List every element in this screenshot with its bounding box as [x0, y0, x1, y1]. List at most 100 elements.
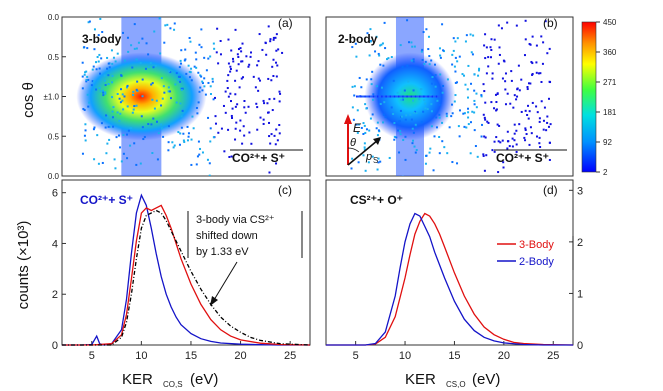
heatmap-pixel [525, 133, 528, 136]
inset-momentum-label: p [365, 151, 372, 163]
heatmap-pixel [501, 139, 504, 142]
heatmap-pixel [365, 107, 368, 110]
heatmap-pixel [153, 30, 156, 33]
heatmap-pixel [456, 37, 459, 40]
heatmap-pixel [240, 77, 243, 80]
heatmap-pixel [431, 76, 434, 79]
heatmap-pixel [234, 93, 237, 96]
heatmap-pixel [179, 132, 182, 135]
heatmap-pixel [179, 80, 182, 83]
heatmap-pixel [81, 61, 84, 64]
panel-c-xlabel-unit: (eV) [190, 371, 218, 388]
heatmap-pixel [91, 68, 94, 71]
heatmap-pixel [198, 43, 201, 46]
heatmap-pixel [510, 70, 513, 73]
heatmap-pixel [105, 114, 108, 117]
heatmap-pixel [88, 20, 91, 23]
heatmap-pixel [523, 136, 526, 139]
heatmap-pixel [190, 138, 193, 141]
heatmap-pixel [199, 147, 202, 150]
heatmap-pixel [376, 121, 379, 124]
heatmap-pixel [200, 75, 203, 78]
heatmap-pixel [211, 80, 214, 83]
heatmap-pixel [187, 64, 190, 67]
heatmap-pixel [542, 41, 545, 44]
heatmap-pixel [451, 63, 454, 66]
heatmap-streak [392, 95, 395, 98]
heatmap-pixel [270, 79, 273, 82]
heatmap-pixel [229, 65, 232, 68]
ytick-label: ±1.0 [43, 93, 59, 102]
heatmap-pixel [175, 72, 178, 75]
heatmap-pixel [355, 123, 358, 126]
heatmap-streak [407, 95, 410, 98]
heatmap-pixel [523, 54, 526, 57]
heatmap-pixel [272, 36, 275, 39]
heatmap-pixel [119, 112, 122, 115]
heatmap-pixel [127, 129, 130, 132]
heatmap-pixel [85, 80, 88, 83]
heatmap-pixel [136, 80, 139, 83]
heatmap-pixel [95, 68, 98, 71]
heatmap-pixel [393, 135, 396, 138]
heatmap-pixel [116, 52, 119, 55]
heatmap-streak [382, 95, 385, 98]
heatmap-pixel [183, 59, 186, 62]
heatmap-pixel [193, 65, 196, 68]
heatmap-pixel [208, 174, 211, 176]
heatmap-pixel [420, 120, 423, 123]
heatmap-streak [423, 95, 426, 98]
heatmap-pixel [401, 98, 404, 101]
heatmap-pixel [271, 65, 274, 68]
heatmap-pixel [362, 154, 365, 157]
heatmap-streak [371, 95, 374, 98]
heatmap-pixel [126, 157, 129, 160]
heatmap-pixel [438, 103, 441, 106]
heatmap-pixel [497, 171, 500, 174]
heatmap-pixel [269, 142, 272, 145]
heatmap-pixel [122, 108, 125, 111]
heatmap-pixel [224, 111, 227, 114]
heatmap-pixel [141, 78, 144, 81]
heatmap-pixel [162, 135, 165, 138]
heatmap-pixel [353, 94, 356, 97]
heatmap-pixel [131, 66, 134, 69]
heatmap-pixel [132, 90, 135, 93]
heatmap-pixel [379, 44, 382, 47]
heatmap-pixel [501, 77, 504, 80]
heatmap-pixel [429, 74, 432, 77]
heatmap-pixel [131, 111, 134, 114]
heatmap-pixel [412, 99, 415, 102]
heatmap-pixel [135, 163, 138, 166]
heatmap-pixel [209, 55, 212, 58]
heatmap-pixel [111, 110, 114, 113]
heatmap-streak [372, 95, 375, 98]
heatmap-pixel [469, 33, 472, 36]
heatmap-pixel [524, 139, 527, 142]
heatmap-pixel [166, 23, 169, 26]
heatmap-pixel [232, 57, 235, 60]
heatmap-pixel [516, 87, 519, 90]
heatmap-pixel [190, 163, 193, 166]
heatmap-pixel [400, 99, 403, 102]
heatmap-pixel [425, 154, 428, 157]
heatmap-pixel [93, 126, 96, 129]
heatmap-pixel [240, 50, 243, 53]
heatmap-pixel [110, 49, 113, 52]
heatmap-pixel [548, 80, 551, 83]
heatmap-pixel [106, 142, 109, 145]
heatmap-pixel [114, 60, 117, 63]
ytick-label: 0.5 [48, 53, 60, 62]
heatmap-pixel [546, 115, 549, 118]
xtick-label: 5 [89, 350, 95, 362]
heatmap-pixel [530, 132, 533, 135]
heatmap-pixel [269, 40, 272, 43]
heatmap-pixel [379, 63, 382, 66]
heatmap-pixel [360, 126, 363, 129]
heatmap-pixel [195, 163, 198, 166]
heatmap-pixel [497, 24, 500, 27]
heatmap-streak [409, 95, 412, 98]
heatmap-pixel [123, 59, 126, 62]
heatmap-streak [431, 95, 434, 98]
heatmap-pixel [403, 89, 406, 92]
